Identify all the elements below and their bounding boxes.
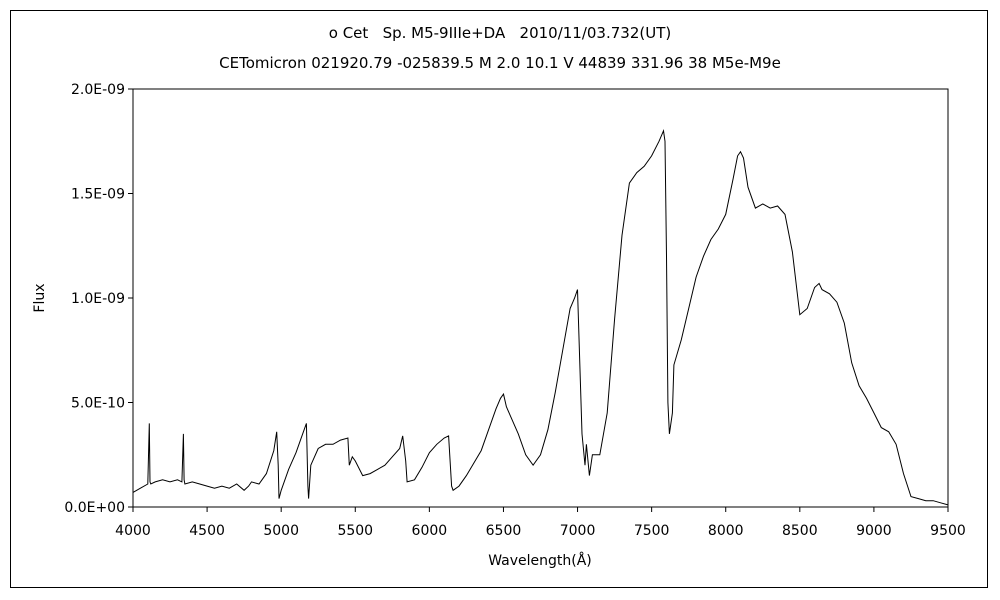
spectrum-line	[132, 128, 949, 506]
y-tick-label: 0.0E+00	[64, 500, 125, 516]
x-tick-label: 9000	[856, 523, 892, 539]
y-tick-label: 1.5E-09	[71, 187, 125, 203]
chart-frame	[10, 10, 988, 588]
x-tick-label: 6500	[486, 523, 522, 539]
x-axis-label: Wavelength(Å)	[488, 552, 592, 569]
plot-area	[132, 88, 949, 508]
x-axis: 4000 4500 5000 5500 6000 6500 7000 7500 8000 8500…	[115, 507, 966, 539]
x-tick-label: 5000	[263, 523, 299, 539]
x-tick-label: 4500	[189, 523, 225, 539]
y-axis-label: Flux	[32, 283, 48, 312]
chart-title: o Cet Sp. M5-9IIIe+DA 2010/11/03.732(UT)	[328, 24, 672, 42]
x-tick-label: 6000	[412, 523, 448, 539]
x-tick-label: 8000	[708, 523, 744, 539]
y-axis: 0.0E+00 5.0E-10 1.0E-09 1.5E-09 2.0E-09	[64, 82, 133, 516]
x-tick-label: 7000	[560, 523, 596, 539]
y-tick-label: 5.0E-10	[71, 396, 125, 412]
y-tick-label: 1.0E-09	[71, 291, 125, 307]
x-tick-label: 8500	[782, 523, 818, 539]
y-tick-label: 2.0E-09	[71, 82, 125, 98]
chart-subtitle: CETomicron 021920.79 -025839.5 M 2.0 10.…	[219, 54, 781, 72]
x-tick-label: 5500	[337, 523, 373, 539]
x-tick-label: 7500	[634, 523, 670, 539]
x-tick-label: 4000	[115, 523, 151, 539]
x-tick-label: 9500	[930, 523, 966, 539]
